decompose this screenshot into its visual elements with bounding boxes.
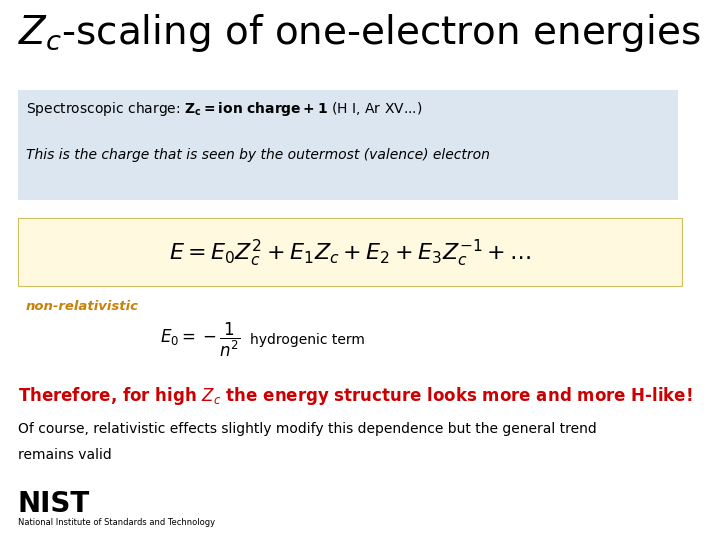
Text: remains valid: remains valid (18, 448, 112, 462)
Text: $E_0 = -\dfrac{1}{n^2}$: $E_0 = -\dfrac{1}{n^2}$ (160, 321, 240, 359)
Text: Spectroscopic charge: $\mathbf{Z_c}$$\mathbf{= ion\ charge + 1}$ (H I, Ar XV...): Spectroscopic charge: $\mathbf{Z_c}$$\ma… (26, 100, 423, 118)
Text: non-relativistic: non-relativistic (26, 300, 139, 313)
Text: Therefore, for high $Z_c$ the energy structure looks more and more H-like!: Therefore, for high $Z_c$ the energy str… (18, 385, 693, 407)
Text: NIST: NIST (18, 490, 90, 518)
FancyBboxPatch shape (18, 90, 678, 200)
Text: Of course, relativistic effects slightly modify this dependence but the general : Of course, relativistic effects slightly… (18, 422, 597, 436)
FancyBboxPatch shape (18, 218, 682, 286)
Text: $Z_c$-scaling of one-electron energies: $Z_c$-scaling of one-electron energies (18, 12, 701, 54)
Text: hydrogenic term: hydrogenic term (250, 333, 365, 347)
Text: National Institute of Standards and Technology: National Institute of Standards and Tech… (18, 518, 215, 527)
Text: $E = E_0Z_c^2 + E_1Z_c + E_2 + E_3Z_c^{-1} + \ldots$: $E = E_0Z_c^2 + E_1Z_c + E_2 + E_3Z_c^{-… (168, 238, 531, 268)
Text: This is the charge that is seen by the outermost (valence) electron: This is the charge that is seen by the o… (26, 148, 490, 162)
